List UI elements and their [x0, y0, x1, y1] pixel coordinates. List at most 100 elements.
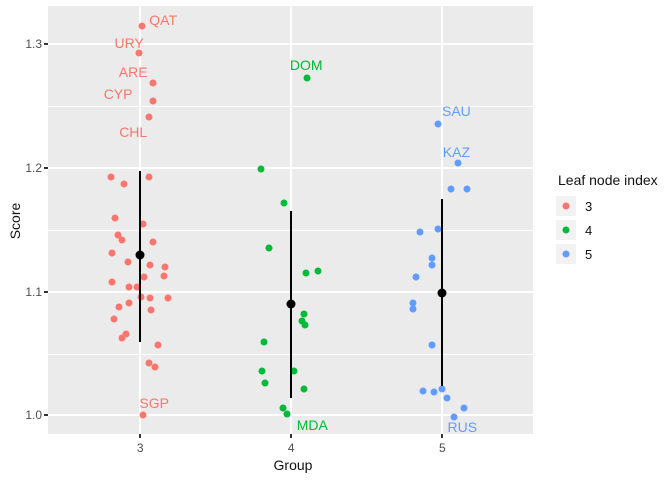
data-point — [261, 379, 269, 387]
data-point — [145, 113, 153, 121]
data-point — [135, 49, 143, 57]
data-point — [409, 305, 417, 313]
data-point — [428, 261, 436, 269]
data-point — [145, 359, 153, 367]
data-point — [147, 306, 155, 314]
data-point — [301, 321, 309, 329]
data-point — [164, 294, 172, 302]
data-point — [434, 120, 442, 127]
point-label: URY — [114, 35, 144, 52]
y-axis-title: Score — [7, 202, 23, 240]
legend-item-label: 4 — [585, 222, 593, 238]
data-point — [416, 228, 424, 236]
data-point — [260, 338, 268, 346]
data-point — [146, 261, 154, 269]
data-point — [454, 159, 462, 167]
y-tick-mark — [44, 167, 48, 170]
data-point — [430, 388, 438, 396]
data-point — [115, 303, 123, 311]
point-label: QAT — [149, 11, 177, 28]
data-point — [447, 185, 455, 193]
legend-key — [556, 244, 576, 264]
data-point — [161, 263, 169, 271]
x-tick-label: 5 — [439, 441, 446, 455]
y-tick-label: 1.2 — [25, 161, 42, 176]
legend: Leaf node index 3 4 5 — [556, 172, 668, 268]
data-point — [438, 385, 446, 393]
data-point — [140, 273, 148, 281]
y-tick-mark — [44, 43, 48, 46]
y-tick-mark — [44, 414, 48, 417]
data-point — [108, 278, 116, 286]
mean-point — [437, 288, 447, 298]
legend-item-5: 5 — [556, 244, 668, 264]
data-point — [122, 330, 130, 338]
data-point — [428, 341, 436, 349]
data-point — [450, 413, 458, 421]
legend-item-3: 3 — [556, 196, 668, 216]
point-label: RUS — [447, 418, 478, 435]
x-tick-mark — [441, 434, 444, 438]
data-point — [412, 273, 420, 281]
y-tick-label: 1.1 — [25, 284, 42, 299]
data-point — [463, 185, 471, 193]
point-label: CYP — [103, 85, 133, 102]
data-point — [125, 299, 133, 307]
legend-title: Leaf node index — [558, 172, 658, 188]
data-point — [151, 363, 159, 371]
point-label: CHL — [119, 124, 148, 141]
data-point — [280, 199, 288, 207]
data-point — [110, 315, 118, 323]
data-point — [258, 367, 266, 375]
data-point — [302, 269, 310, 277]
data-point — [460, 404, 468, 412]
data-point — [145, 173, 153, 181]
x-tick-label: 4 — [287, 441, 295, 455]
y-tick-mark — [44, 290, 48, 293]
legend-item-4: 4 — [556, 220, 668, 240]
legend-dot-icon — [562, 250, 570, 258]
data-point — [118, 236, 126, 244]
data-point — [138, 22, 146, 30]
data-point — [443, 394, 451, 402]
data-point — [137, 293, 145, 301]
data-point — [300, 310, 308, 318]
data-point — [124, 258, 132, 266]
point-label: MDA — [296, 417, 328, 434]
data-point — [314, 267, 322, 275]
data-point — [149, 97, 157, 105]
point-label: SGP — [139, 395, 169, 412]
data-point — [149, 238, 157, 246]
x-tick-mark — [290, 434, 293, 438]
data-point — [114, 231, 122, 239]
data-point — [120, 180, 128, 188]
legend-item-label: 3 — [585, 198, 593, 214]
data-point — [265, 244, 273, 252]
x-tick-mark — [139, 434, 142, 438]
data-point — [279, 404, 287, 412]
data-point — [125, 283, 133, 291]
data-point — [118, 334, 126, 341]
data-point — [303, 74, 311, 82]
data-point — [283, 410, 291, 418]
data-point — [257, 165, 265, 173]
data-point — [111, 214, 119, 222]
data-point — [434, 225, 442, 233]
point-label: ARE — [118, 63, 148, 80]
data-point — [139, 411, 147, 419]
data-point — [146, 294, 154, 302]
data-point — [107, 173, 115, 181]
y-tick-label: 1.0 — [25, 408, 42, 423]
data-point — [419, 387, 427, 395]
data-point — [290, 367, 298, 375]
mean-point — [135, 250, 145, 260]
data-point — [133, 283, 141, 291]
y-tick-label: 1.3 — [25, 37, 42, 52]
point-label: SAU — [441, 103, 471, 120]
legend-item-label: 5 — [585, 246, 593, 262]
legend-dot-icon — [562, 202, 570, 210]
x-tick-label: 3 — [136, 441, 144, 455]
legend-key — [556, 196, 576, 216]
data-point — [300, 385, 308, 393]
